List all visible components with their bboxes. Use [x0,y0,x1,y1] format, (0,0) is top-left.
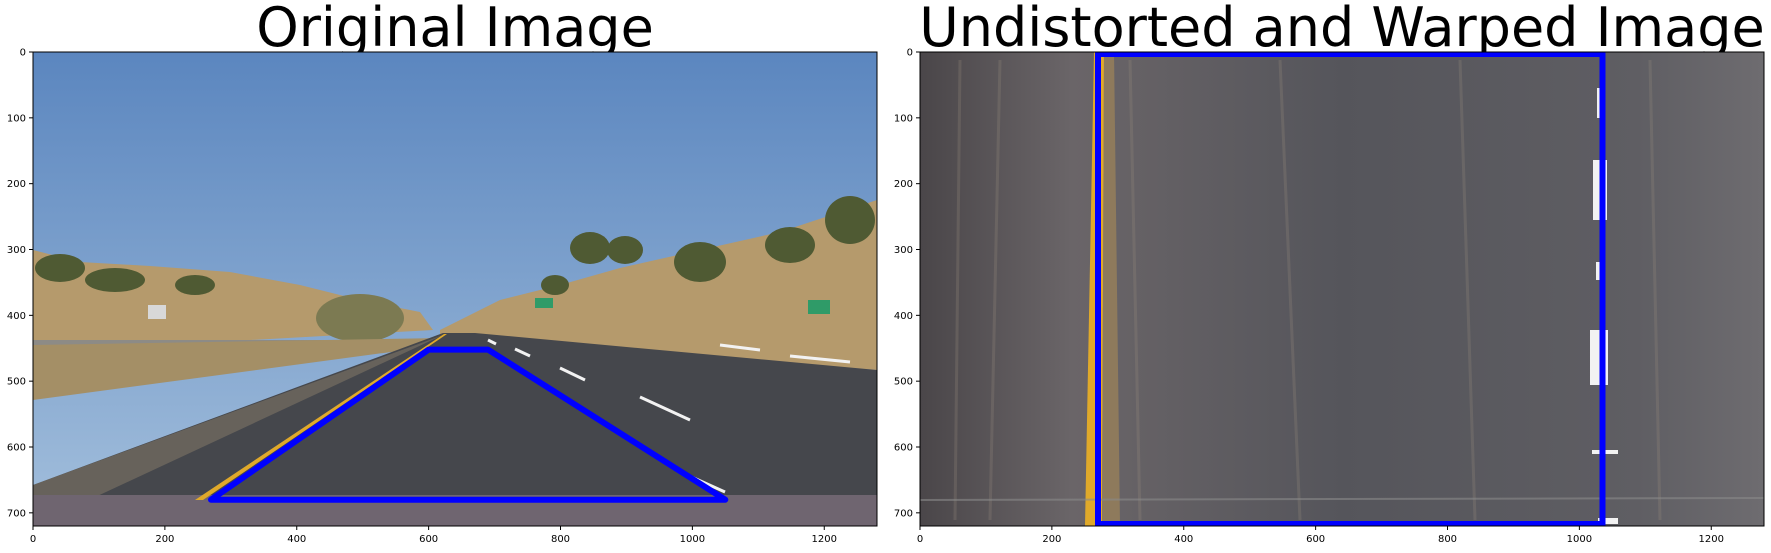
x-tick-label: 1000 [680,534,705,545]
warped-road-surface [920,52,1764,526]
axis-ticks: 0 200 400 600 800 1000 1200 0 100 200 300 400 500 600… [894,48,1724,546]
y-tick-label: 100 [7,113,26,124]
y-tick-label: 200 [894,179,913,190]
y-tick-label: 600 [7,443,26,454]
y-tick-label: 100 [894,113,913,124]
y-tick-label: 600 [894,443,913,454]
yellow-lane-line [195,334,447,500]
road-sign-green [535,298,553,308]
x-tick-label: 200 [155,534,174,545]
x-tick-label: 1200 [1699,534,1724,545]
y-tick-label: 0 [907,48,913,59]
x-tick-label: 800 [551,534,570,545]
axis-ticks: 0 200 400 600 800 1000 1200 0 100 200 300 400 500 600… [7,48,837,546]
x-tick-label: 1000 [1567,534,1592,545]
white-lane-dashes [487,338,851,494]
y-tick-label: 400 [894,311,913,322]
y-tick-label: 700 [894,508,913,519]
x-tick-label: 0 [30,534,36,545]
destination-points-outline [1095,52,1606,526]
x-tick-label: 0 [917,534,923,545]
horizon-line [920,497,1764,501]
y-tick-label: 500 [894,377,913,388]
y-tick-label: 300 [894,245,913,256]
y-tick-label: 700 [7,508,26,519]
x-tick-label: 600 [1306,534,1325,545]
y-tick-label: 200 [7,179,26,190]
x-tick-label: 1200 [812,534,837,545]
y-tick-label: 500 [7,377,26,388]
original-image-panel: Original Image [7,0,878,546]
axes-frame [32,51,878,527]
panel-title: Undistorted and Warped Image [919,0,1764,59]
x-tick-label: 400 [287,534,306,545]
axes-frame [919,51,1765,527]
y-tick-label: 300 [7,245,26,256]
trees [35,196,875,342]
warped-image [920,52,1764,526]
roadside-grass [33,338,443,400]
original-image [33,52,877,526]
warped-image-panel: Undistorted and Warped Image [894,0,1765,545]
perspective-streaks [953,59,1662,521]
road-sign-green-right [808,300,830,314]
road-shoulder [33,335,443,526]
x-tick-label: 600 [419,534,438,545]
x-tick-label: 800 [1438,534,1457,545]
x-tick-label: 400 [1174,534,1193,545]
y-tick-label: 0 [20,48,26,59]
y-tick-label: 400 [7,311,26,322]
yellow-lane-glow [1102,52,1120,526]
source-points-outline [208,346,729,503]
panel-title: Original Image [256,0,654,59]
road-sign-white [148,305,166,319]
x-tick-label: 200 [1042,534,1061,545]
